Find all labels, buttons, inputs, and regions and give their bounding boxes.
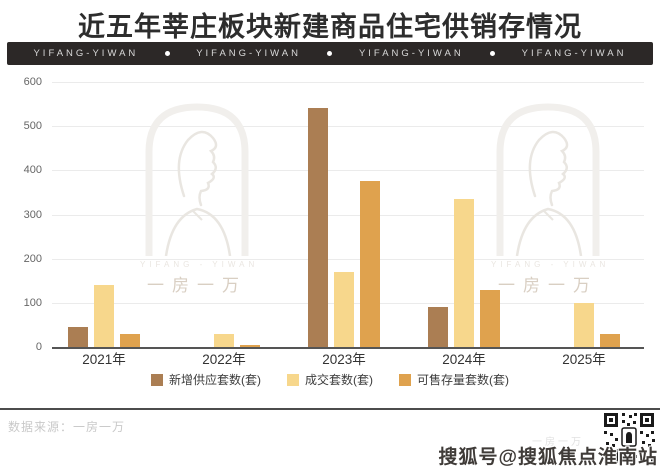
bar (574, 303, 594, 347)
watermark-cn-text: 一房一万 (498, 276, 598, 295)
bar (454, 199, 474, 347)
bar (214, 334, 234, 347)
dot-separator-icon (164, 51, 170, 56)
bar-group-2021年 (44, 285, 164, 347)
watermark-en-text: YIFANG - YIWAN (491, 260, 610, 269)
gridline (52, 258, 644, 260)
bar (428, 307, 448, 347)
chart-plot: YIFANG - YIWAN 一房一万 YIFANG - YIWAN 一房一万 600… (0, 70, 660, 367)
brand-text: YIFANG-YIWAN (521, 48, 627, 59)
legend-label: 成交套数(套) (305, 373, 373, 387)
legend-item: 成交套数(套) (287, 371, 373, 388)
legend-swatch-icon (399, 373, 411, 386)
dot-separator-icon (327, 51, 333, 56)
faint-watermark-text: 一房一万 (532, 437, 584, 448)
data-source-label: 数据来源：一房一万 (8, 420, 126, 434)
brand-banner: YIFANG-YIWAN YIFANG-YIWAN YIFANG-YIWAN YIFA… (7, 42, 653, 65)
bar-group-2024年 (404, 199, 524, 347)
bar-group-2022年 (164, 334, 284, 347)
y-axis-tick-label: 500 (23, 120, 42, 133)
divider-line (0, 408, 660, 410)
bar (360, 181, 380, 347)
gridline (52, 126, 644, 128)
page-title: 近五年莘庄板块新建商品住宅供销存情况 (78, 12, 582, 42)
legend-label: 新增供应套数(套) (169, 373, 261, 387)
y-axis-tick-label: 100 (23, 296, 42, 309)
background-watermark: YIFANG - YIWAN 一房一万 (140, 98, 254, 296)
bar (240, 345, 260, 347)
chart-legend: 新增供应套数(套) 成交套数(套) 可售存量套数(套) (0, 371, 660, 388)
x-axis-line (52, 347, 644, 349)
bar (94, 285, 114, 347)
bar (68, 327, 88, 347)
background-watermark: YIFANG - YIWAN 一房一万 (491, 98, 605, 296)
y-axis-tick-label: 600 (23, 76, 42, 88)
bar (120, 334, 140, 347)
y-axis-tick-label: 200 (23, 252, 42, 265)
x-axis-label: 2022年 (202, 352, 246, 367)
brand-text: YIFANG-YIWAN (358, 48, 464, 59)
x-axis-label: 2023年 (322, 352, 366, 367)
bar (480, 290, 500, 347)
x-axis-label: 2025年 (562, 352, 606, 367)
legend-swatch-icon (287, 373, 299, 386)
x-axis-label: 2024年 (442, 352, 486, 367)
bar-group-2023年 (284, 108, 404, 347)
watermark-en-text: YIFANG - YIWAN (140, 260, 259, 269)
legend-swatch-icon (151, 373, 163, 386)
dot-separator-icon (490, 51, 496, 56)
brand-text: YIFANG-YIWAN (33, 48, 139, 59)
bar (334, 272, 354, 347)
y-axis-tick-label: 300 (23, 208, 42, 221)
gridline (52, 214, 644, 216)
qr-code-icon (602, 411, 656, 465)
y-axis-tick-label: 400 (23, 164, 42, 177)
bar-group-2025年 (524, 303, 644, 347)
watermark-cn-text: 一房一万 (147, 276, 247, 295)
sohu-watermark: 搜狐号@搜狐焦点淮南站 (438, 447, 658, 468)
legend-item: 可售存量套数(套) (399, 371, 509, 388)
gridline (52, 170, 644, 172)
y-axis-tick-label: 0 (35, 341, 42, 353)
legend-label: 可售存量套数(套) (417, 373, 509, 387)
x-axis-label: 2021年 (82, 352, 126, 367)
brand-text: YIFANG-YIWAN (196, 48, 301, 59)
legend-item: 新增供应套数(套) (151, 371, 261, 388)
bar (600, 334, 620, 347)
bar (308, 108, 328, 347)
gridline (52, 82, 644, 83)
